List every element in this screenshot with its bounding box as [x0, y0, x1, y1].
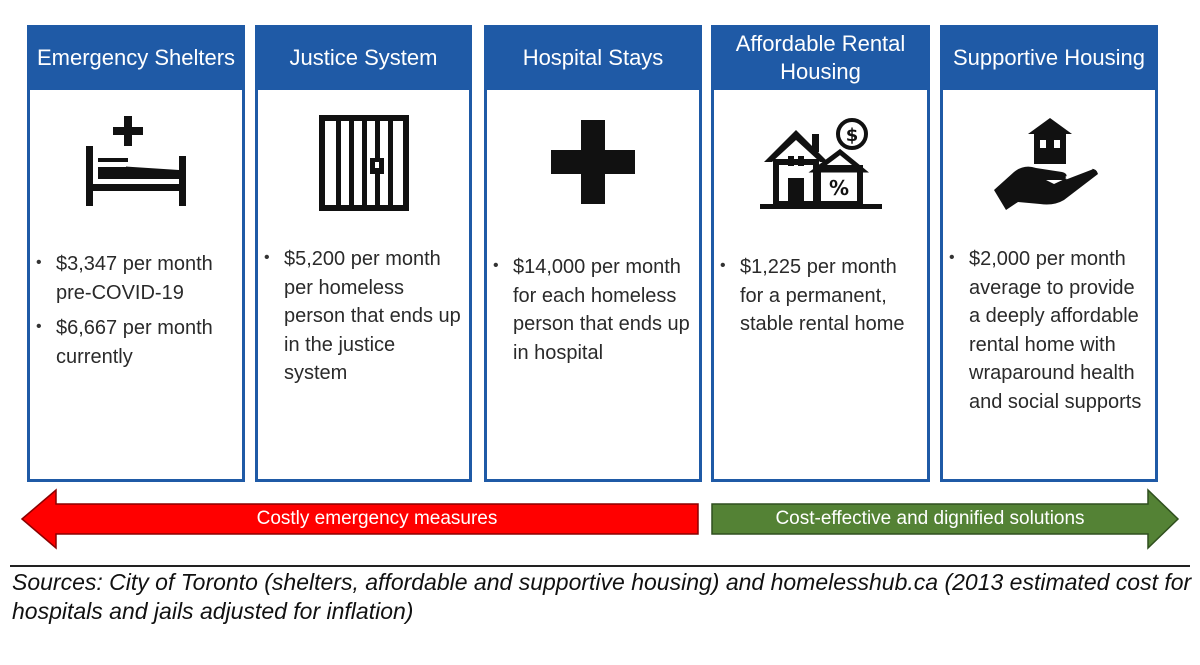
column-title: Emergency Shelters: [27, 25, 245, 90]
svg-text:$: $: [845, 125, 858, 146]
cost-effective-arrow: Cost-effective and dignified solutions: [710, 488, 1180, 550]
column-body: % $ $1,225 per month for a permanent, st…: [711, 90, 930, 482]
column-supportive-housing: Supportive Housing $2,000 per month aver…: [940, 25, 1158, 482]
bullet: $2,000 per month average to provide a de…: [949, 244, 1147, 416]
column-body: $5,200 per month per homeless person tha…: [255, 90, 472, 482]
svg-text:%: %: [828, 176, 848, 200]
costly-measures-arrow: Costly emergency measures: [20, 488, 700, 550]
column-affordable-rental-housing: Affordable Rental Housing % $ $1,225 per…: [711, 25, 930, 482]
house-percent-icon: % $: [714, 112, 927, 212]
bullet: $6,667 per month currently: [36, 313, 234, 371]
sources-note: Sources: City of Toronto (shelters, affo…: [12, 569, 1192, 624]
column-body: $3,347 per month pre-COVID-19 $6,667 per…: [27, 90, 245, 482]
column-hospital-stays: Hospital Stays $14,000 per month for eac…: [484, 25, 702, 482]
column-body: $14,000 per month for each homeless pers…: [484, 90, 702, 482]
hospital-bed-icon: [30, 112, 242, 212]
medical-cross-icon: [487, 112, 699, 212]
bullet: $14,000 per month for each homeless pers…: [493, 252, 691, 367]
jail-bars-icon: [258, 112, 469, 212]
column-emergency-shelters: Emergency Shelters $3,347 per month pre-…: [27, 25, 245, 482]
column-justice-system: Justice System $5,200 per month per home…: [255, 25, 472, 482]
divider: [10, 565, 1190, 567]
hand-holding-house-icon: [943, 112, 1155, 212]
column-title: Supportive Housing: [940, 25, 1158, 90]
cost-effective-label: Cost-effective and dignified solutions: [775, 508, 1085, 529]
column-title: Justice System: [255, 25, 472, 90]
column-title: Hospital Stays: [484, 25, 702, 90]
column-title: Affordable Rental Housing: [711, 25, 930, 90]
bullet: $1,225 per month for a permanent, stable…: [720, 252, 919, 339]
bullet: $3,347 per month pre-COVID-19: [36, 249, 234, 307]
costly-measures-label: Costly emergency measures: [256, 508, 498, 529]
bullet: $5,200 per month per homeless person tha…: [264, 244, 461, 388]
column-body: $2,000 per month average to provide a de…: [940, 90, 1158, 482]
